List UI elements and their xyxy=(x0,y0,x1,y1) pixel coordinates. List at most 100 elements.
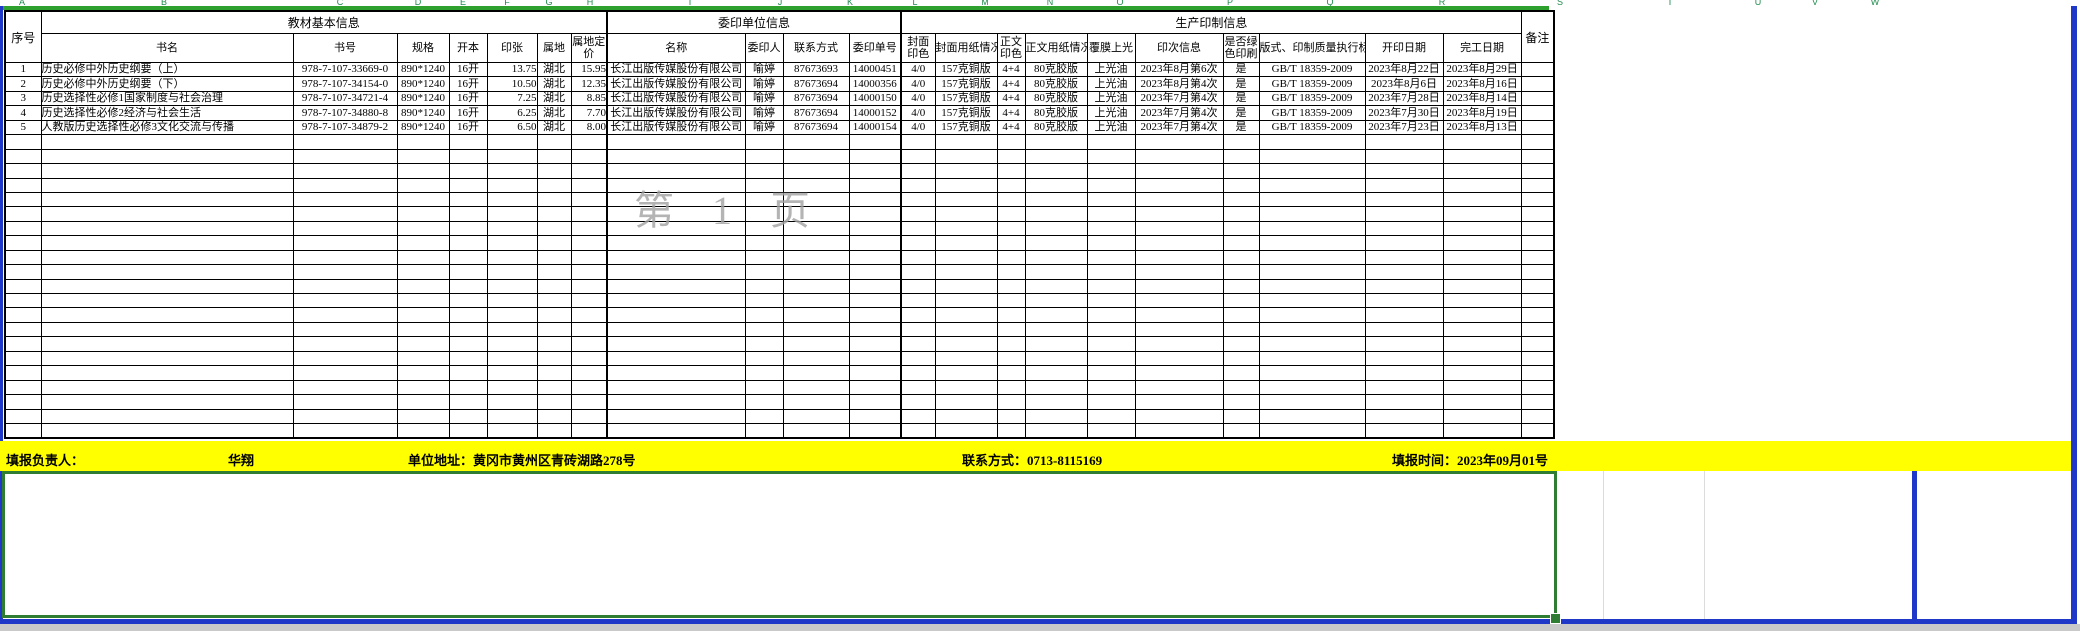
cell[interactable] xyxy=(448,379,488,396)
cell[interactable] xyxy=(536,148,572,165)
cell[interactable] xyxy=(1364,235,1444,251)
cell[interactable]: 2023年7月第4次 xyxy=(1134,105,1224,121)
cell[interactable] xyxy=(1024,264,1088,280)
column-header-cell[interactable]: 印张 xyxy=(486,33,538,63)
cell[interactable] xyxy=(536,336,572,352)
cell[interactable] xyxy=(536,264,572,280)
cell[interactable] xyxy=(396,379,450,396)
cell[interactable] xyxy=(744,278,784,295)
cell[interactable] xyxy=(848,163,902,179)
cell[interactable] xyxy=(292,249,398,266)
cell[interactable]: 157克铜版 xyxy=(934,105,998,121)
cell[interactable] xyxy=(606,307,746,323)
cell[interactable]: 80克胶版 xyxy=(1024,90,1088,107)
cell[interactable] xyxy=(1520,422,1555,439)
cell[interactable] xyxy=(4,278,42,295)
cell[interactable] xyxy=(536,379,572,396)
cell[interactable] xyxy=(40,148,294,165)
page-break-line-bottom[interactable] xyxy=(0,619,2077,624)
cell[interactable]: 2023年8月14日 xyxy=(1442,90,1522,107)
cell[interactable] xyxy=(900,278,936,295)
cell[interactable]: 喻婷 xyxy=(744,76,784,92)
cell[interactable] xyxy=(4,307,42,323)
cell[interactable] xyxy=(1520,249,1555,266)
page-break-line-right[interactable] xyxy=(2071,6,2077,624)
cell[interactable] xyxy=(4,365,42,381)
cell[interactable] xyxy=(1024,206,1088,222)
cell[interactable]: 87673694 xyxy=(782,119,850,136)
cell[interactable] xyxy=(900,235,936,251)
cell[interactable]: 上光油 xyxy=(1086,119,1136,136)
cell[interactable]: 7.70 xyxy=(570,105,608,121)
cell[interactable] xyxy=(1086,365,1136,381)
cell[interactable]: 湖北 xyxy=(536,105,572,121)
cell[interactable] xyxy=(1520,206,1555,222)
cell[interactable] xyxy=(448,148,488,165)
cell[interactable] xyxy=(606,292,746,309)
cell[interactable] xyxy=(1364,307,1444,323)
cell[interactable] xyxy=(1024,422,1088,439)
cell[interactable] xyxy=(996,206,1026,222)
cell[interactable] xyxy=(4,422,42,439)
cell[interactable]: 是 xyxy=(1222,76,1260,92)
cell[interactable] xyxy=(396,134,450,150)
cell[interactable] xyxy=(40,365,294,381)
cell[interactable] xyxy=(4,264,42,280)
cell[interactable] xyxy=(996,422,1026,439)
cell[interactable] xyxy=(934,278,998,295)
cell[interactable] xyxy=(1134,264,1224,280)
cell[interactable] xyxy=(934,379,998,396)
cell[interactable] xyxy=(536,191,572,208)
column-letter[interactable]: O xyxy=(1116,0,1124,7)
cell[interactable] xyxy=(1520,119,1555,136)
cell[interactable]: 2023年8月13日 xyxy=(1442,119,1522,136)
cell[interactable] xyxy=(448,422,488,439)
column-header-cell[interactable]: 封面印色 xyxy=(900,33,936,63)
cell[interactable] xyxy=(900,336,936,352)
cell[interactable]: 4+4 xyxy=(996,76,1026,92)
cell[interactable] xyxy=(1258,264,1366,280)
cell[interactable] xyxy=(396,177,450,193)
cell[interactable] xyxy=(536,235,572,251)
cell[interactable]: 890*1240 xyxy=(396,76,450,92)
cell[interactable] xyxy=(848,307,902,323)
cell[interactable] xyxy=(486,163,538,179)
cell[interactable] xyxy=(1134,206,1224,222)
cell[interactable] xyxy=(1520,408,1555,424)
cell[interactable] xyxy=(570,321,608,338)
cell[interactable]: 1 xyxy=(4,61,42,78)
cell[interactable] xyxy=(1364,422,1444,439)
cell[interactable] xyxy=(448,163,488,179)
cell[interactable] xyxy=(848,379,902,396)
cell[interactable] xyxy=(744,292,784,309)
cell[interactable]: 是 xyxy=(1222,105,1260,121)
cell[interactable]: 2023年7月28日 xyxy=(1364,90,1444,107)
cell[interactable] xyxy=(448,235,488,251)
cell[interactable] xyxy=(1222,336,1260,352)
cell[interactable] xyxy=(996,278,1026,295)
cell[interactable] xyxy=(1024,336,1088,352)
cell[interactable]: 上光油 xyxy=(1086,90,1136,107)
cell[interactable]: 喻婷 xyxy=(744,90,784,107)
cell[interactable] xyxy=(40,220,294,237)
cell[interactable] xyxy=(934,350,998,367)
column-header-cell[interactable]: 开印日期 xyxy=(1364,33,1444,63)
cell[interactable] xyxy=(536,163,572,179)
cell[interactable] xyxy=(1258,148,1366,165)
cell[interactable] xyxy=(570,235,608,251)
cell[interactable]: GB/T 18359-2009 xyxy=(1258,90,1366,107)
cell[interactable] xyxy=(40,292,294,309)
cell[interactable] xyxy=(1520,191,1555,208)
cell[interactable] xyxy=(606,321,746,338)
cell[interactable] xyxy=(1222,134,1260,150)
cell[interactable] xyxy=(536,321,572,338)
cell[interactable] xyxy=(1442,379,1522,396)
cell[interactable] xyxy=(900,365,936,381)
cell[interactable] xyxy=(1364,336,1444,352)
cell[interactable] xyxy=(1442,336,1522,352)
cell[interactable] xyxy=(900,422,936,439)
cell[interactable] xyxy=(570,336,608,352)
cell[interactable] xyxy=(486,148,538,165)
cell[interactable]: 湖北 xyxy=(536,76,572,92)
cell[interactable] xyxy=(782,394,850,410)
